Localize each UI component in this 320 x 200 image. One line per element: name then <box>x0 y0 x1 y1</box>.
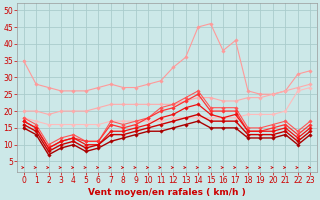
X-axis label: Vent moyen/en rafales ( km/h ): Vent moyen/en rafales ( km/h ) <box>88 188 246 197</box>
